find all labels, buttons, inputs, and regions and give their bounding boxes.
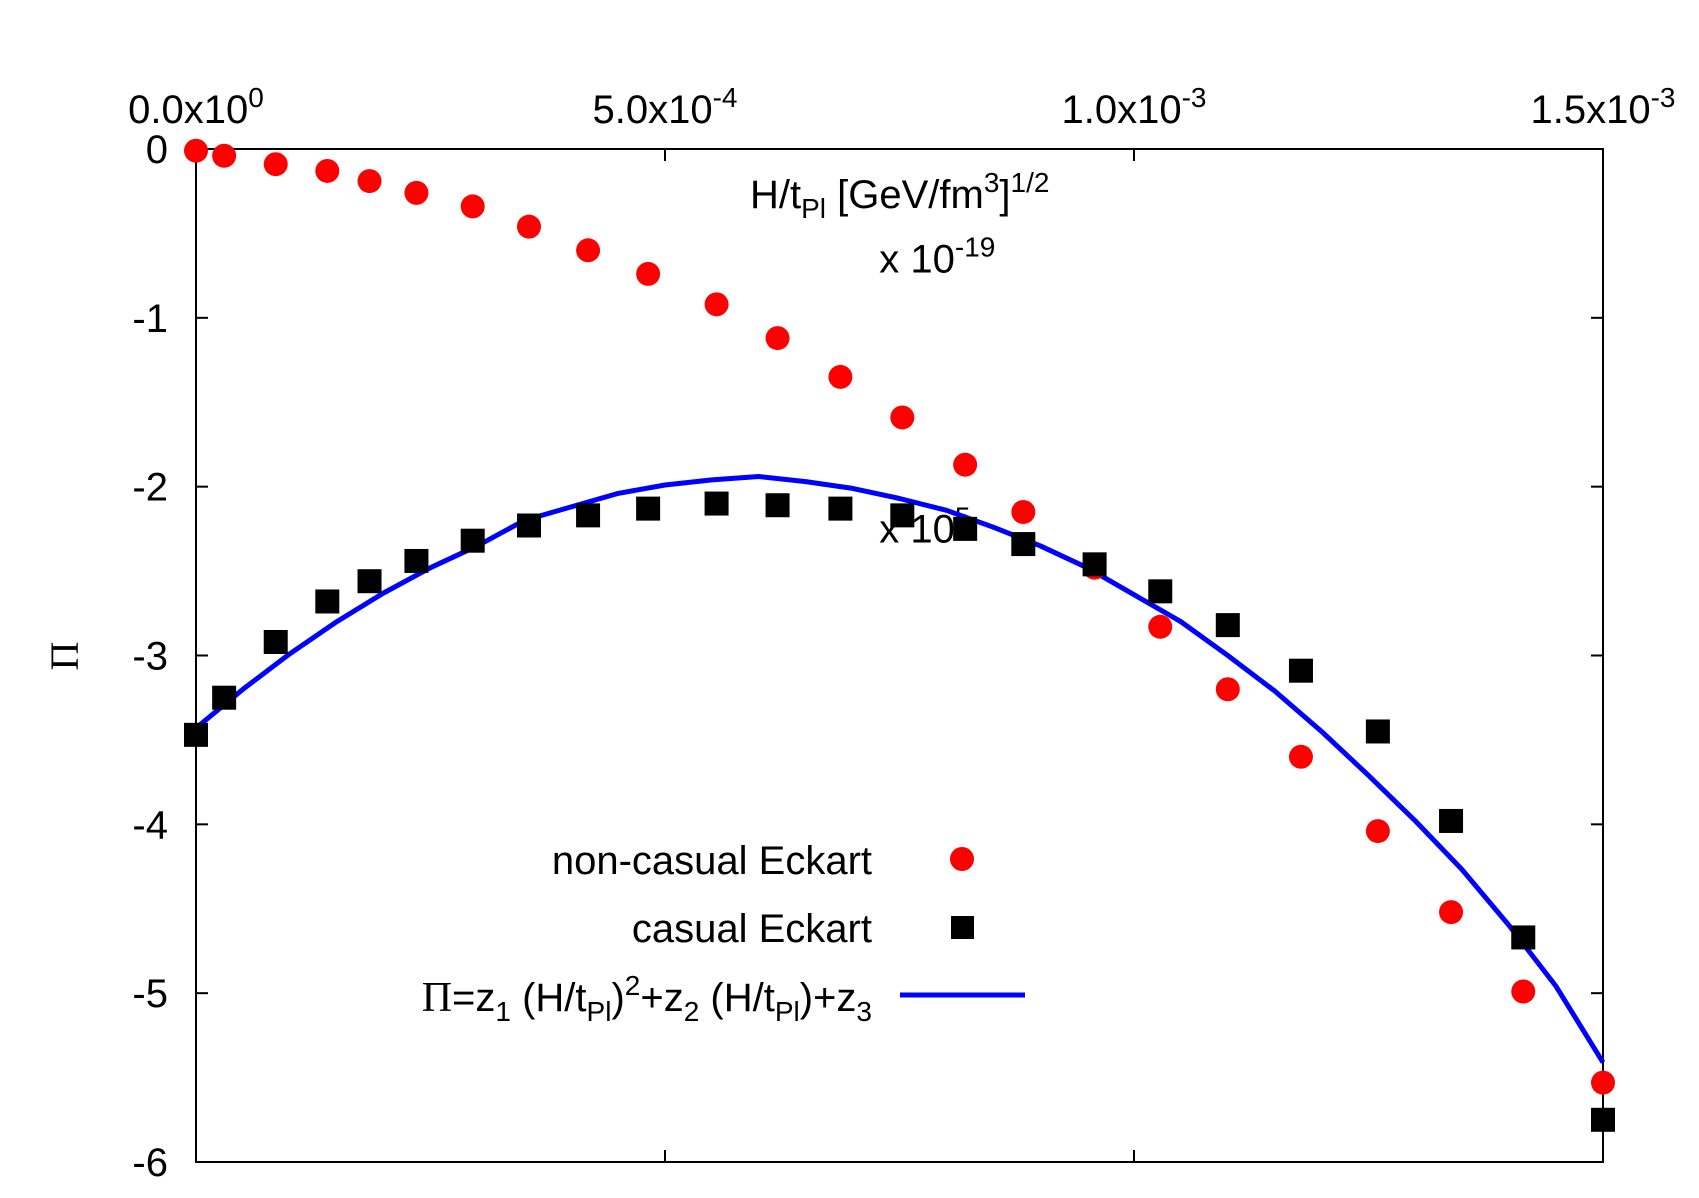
casual-point-12: [828, 496, 853, 521]
casual-points-layer: [184, 491, 1615, 1132]
casual-point-21: [1439, 808, 1464, 833]
y-tick-label-6: -6: [132, 1141, 168, 1185]
casual-point-2: [263, 629, 288, 654]
non-casual-point-7: [516, 214, 541, 239]
non-casual-points-layer: [184, 138, 1615, 1095]
y-tick-label-0: 0: [146, 128, 168, 172]
non-casual-point-20: [1365, 819, 1390, 844]
casual-point-1: [212, 685, 237, 710]
non-casual-point-23: [1591, 1070, 1615, 1095]
non-casual-point-17: [1148, 614, 1173, 639]
legend-label-fit: Π=z1 (H/tPl)2+z2 (H/tPl)+z3: [422, 970, 872, 1027]
casual-point-17: [1148, 579, 1173, 604]
non-casual-point-10: [704, 292, 729, 317]
y-tick-label-4: -4: [132, 803, 168, 847]
x-axis-title: H/tPl [GeV/fm3]1/2: [750, 167, 1049, 224]
casual-point-18: [1215, 613, 1240, 638]
annotations: x 10-19x 105: [879, 232, 995, 552]
non-casual-point-8: [576, 238, 601, 263]
casual-point-7: [516, 513, 541, 538]
non-casual-point-2: [263, 152, 288, 177]
casual-point-19: [1288, 658, 1313, 683]
x-tick-labels: 0.0x100 5.0x10-4 1.0x10-3 1.5x10-3: [128, 82, 1675, 132]
casual-point-20: [1365, 719, 1390, 744]
y-tick-label-3: -3: [132, 635, 168, 679]
x-tick-label-3: 1.5x10-3: [1530, 82, 1675, 132]
non-casual-point-12: [828, 364, 853, 389]
legend-marker-non-casual: [950, 847, 974, 871]
casual-point-16: [1082, 552, 1107, 577]
legend: non-casual Eckart casual Eckart Π=z1 (H/…: [422, 839, 1025, 1027]
non-casual-point-13: [890, 405, 915, 430]
y-tick-labels: 0 -1 -2 -3 -4 -5 -6: [132, 128, 168, 1185]
legend-label-non-casual: non-casual Eckart: [552, 839, 872, 883]
casual-point-22: [1511, 925, 1536, 950]
casual-point-23: [1591, 1107, 1615, 1132]
y-axis-title: Π: [42, 642, 87, 671]
casual-point-5: [404, 548, 429, 573]
non-casual-point-15: [1011, 499, 1036, 524]
non-casual-point-18: [1215, 677, 1240, 702]
casual-point-14: [953, 516, 978, 541]
casual-point-13: [890, 503, 915, 528]
casual-point-10: [704, 491, 729, 516]
non-casual-point-21: [1439, 900, 1464, 925]
y-tick-label-2: -2: [132, 466, 168, 510]
tick-marks: [195, 148, 1604, 1163]
legend-label-casual: casual Eckart: [632, 907, 872, 951]
casual-point-6: [460, 528, 485, 553]
non-casual-point-4: [357, 169, 382, 194]
casual-point-9: [636, 496, 661, 521]
casual-point-11: [765, 493, 790, 518]
non-casual-point-3: [315, 158, 340, 183]
x-tick-label-2: 1.0x10-3: [1061, 82, 1206, 132]
casual-point-4: [357, 569, 382, 594]
non-casual-point-22: [1511, 979, 1536, 1004]
non-casual-point-6: [460, 194, 485, 219]
y-tick-label-1: -1: [132, 297, 168, 341]
non-casual-point-19: [1288, 744, 1313, 769]
non-casual-point-14: [953, 452, 978, 477]
plot-frame: [195, 148, 1604, 1163]
casual-point-15: [1011, 532, 1036, 557]
x-tick-label-1: 5.0x10-4: [592, 82, 737, 132]
non-casual-point-1: [212, 143, 237, 168]
legend-marker-casual: [951, 916, 974, 939]
fit-curve: [194, 474, 1606, 1064]
y-tick-label-5: -5: [132, 972, 168, 1016]
fit-curve-layer: [194, 474, 1606, 1064]
non-casual-point-5: [404, 180, 429, 205]
annotation-0: x 10-19: [879, 232, 995, 282]
casual-point-3: [315, 589, 340, 614]
non-casual-point-9: [636, 261, 661, 286]
non-casual-point-0: [184, 138, 208, 163]
non-casual-point-11: [765, 326, 790, 351]
casual-point-0: [184, 722, 208, 747]
x-tick-label-0: 0.0x100: [128, 82, 264, 132]
casual-point-8: [576, 503, 601, 528]
